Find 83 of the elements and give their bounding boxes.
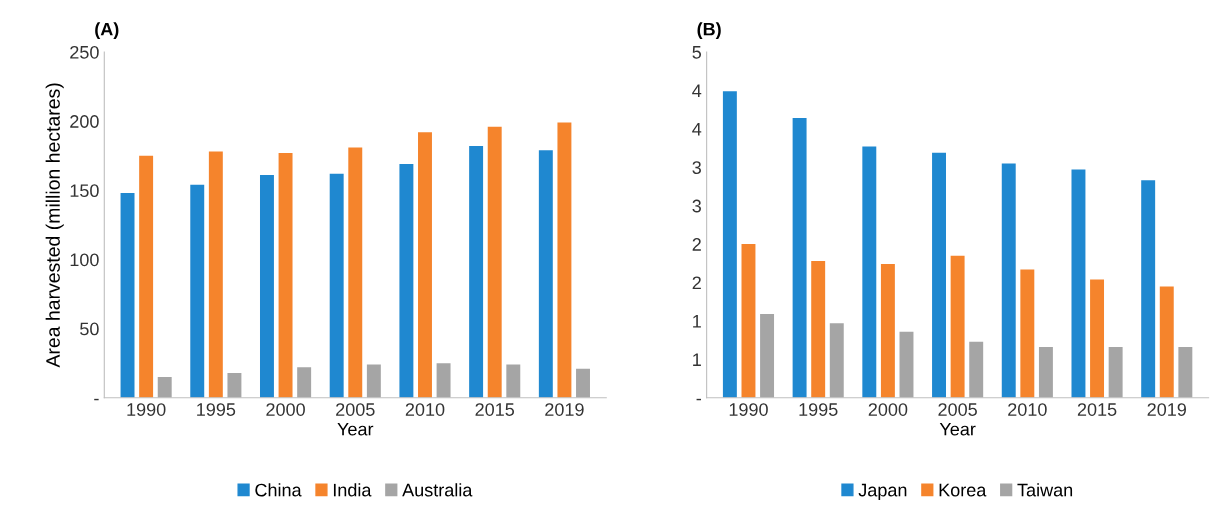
- bar: [1159, 286, 1174, 398]
- y-tick-label: 150: [70, 184, 99, 198]
- bar: [348, 147, 363, 398]
- bar: [297, 367, 312, 398]
- x-axis-title: Year: [337, 422, 374, 436]
- bar: [259, 175, 274, 398]
- x-tick-label: 1995: [799, 403, 838, 416]
- bar: [811, 261, 826, 398]
- bar: [487, 126, 502, 398]
- bar: [436, 363, 451, 398]
- bar: [278, 152, 293, 398]
- x-tick-label: 2010: [405, 403, 445, 416]
- y-tick-label: 3: [692, 161, 701, 174]
- x-tick-label: 2010: [1008, 403, 1047, 416]
- bar: [120, 193, 135, 398]
- bar: [969, 341, 984, 398]
- y-tick-label: 5: [692, 46, 702, 59]
- y-tick-label: 4: [692, 84, 702, 97]
- bar: [418, 132, 432, 398]
- bar: [950, 255, 965, 398]
- bar: [829, 323, 844, 398]
- bar: [899, 331, 914, 398]
- y-tick-label: 2: [692, 276, 701, 290]
- bar: [880, 264, 895, 398]
- bar: [157, 377, 172, 398]
- x-tick-label: 2005: [938, 403, 977, 416]
- bar: [557, 122, 572, 398]
- y-tick-label: 1: [693, 353, 701, 366]
- chart-title: (A): [95, 22, 119, 40]
- bar: [1071, 169, 1086, 398]
- x-tick-label: 2000: [266, 403, 305, 416]
- chart-title: (B): [697, 22, 721, 40]
- bar: [932, 152, 946, 398]
- x-tick-label: 2000: [868, 403, 908, 416]
- bar: [1020, 269, 1035, 398]
- legend-label: Australia: [402, 483, 473, 497]
- x-tick-label: 1995: [197, 403, 236, 416]
- bar: [366, 364, 381, 398]
- legend-label: Korea: [939, 483, 987, 497]
- y-tick-label: 200: [70, 115, 99, 128]
- bar: [227, 372, 242, 398]
- bar: [1038, 347, 1053, 398]
- bar: [399, 164, 414, 398]
- bar: [538, 150, 553, 398]
- bar: [760, 314, 775, 398]
- y-axis-title: Area harvested (million hectares): [45, 83, 64, 368]
- x-tick-label: 1990: [729, 403, 768, 416]
- x-tick-label: 2015: [1077, 403, 1117, 416]
- x-tick-label: 2019: [545, 403, 584, 416]
- y-tick-label: -: [696, 398, 701, 401]
- bar: [1141, 180, 1156, 398]
- bar: [576, 368, 590, 398]
- bar: [1001, 163, 1016, 398]
- x-tick-label: 2005: [336, 403, 375, 416]
- bar: [208, 151, 223, 398]
- bar: [469, 146, 484, 398]
- y-tick-label: 2: [692, 238, 701, 251]
- bar: [190, 184, 205, 398]
- legend-label: China: [255, 483, 302, 497]
- bar: [506, 364, 521, 398]
- bar: [1178, 347, 1193, 398]
- legend-label: Taiwan: [1017, 483, 1073, 497]
- x-tick-label: 1990: [127, 403, 166, 416]
- y-tick-label: 1: [693, 315, 701, 328]
- x-axis-title: Year: [939, 422, 976, 436]
- y-tick-label: 50: [80, 322, 99, 336]
- y-tick-label: 3: [692, 199, 701, 213]
- y-tick-label: 4: [692, 122, 702, 136]
- x-tick-label: 2019: [1147, 403, 1186, 416]
- bar: [1108, 347, 1123, 398]
- bar: [862, 146, 877, 398]
- bar: [792, 118, 807, 398]
- legend-label: Japan: [858, 483, 907, 501]
- bar: [329, 173, 344, 398]
- bar: [139, 155, 154, 398]
- bar: [722, 91, 737, 398]
- y-tick-label: 100: [70, 253, 99, 267]
- bar: [1090, 279, 1105, 398]
- y-tick-label: 250: [70, 45, 99, 59]
- bar: [741, 244, 756, 398]
- x-tick-label: 2015: [475, 403, 515, 416]
- legend-label: India: [333, 483, 372, 497]
- y-tick-label: -: [94, 398, 99, 401]
